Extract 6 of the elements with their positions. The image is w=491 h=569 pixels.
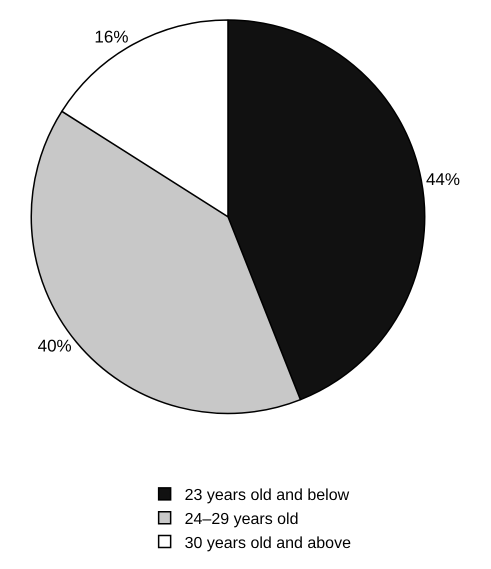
legend-label: 24–29 years old xyxy=(184,510,298,528)
data-label: 16% xyxy=(94,28,128,47)
data-label: 44% xyxy=(426,170,460,190)
data-label: 40% xyxy=(38,336,72,356)
legend-label: 23 years old and below xyxy=(184,487,350,504)
legend-label: 30 years old and above xyxy=(184,534,352,552)
